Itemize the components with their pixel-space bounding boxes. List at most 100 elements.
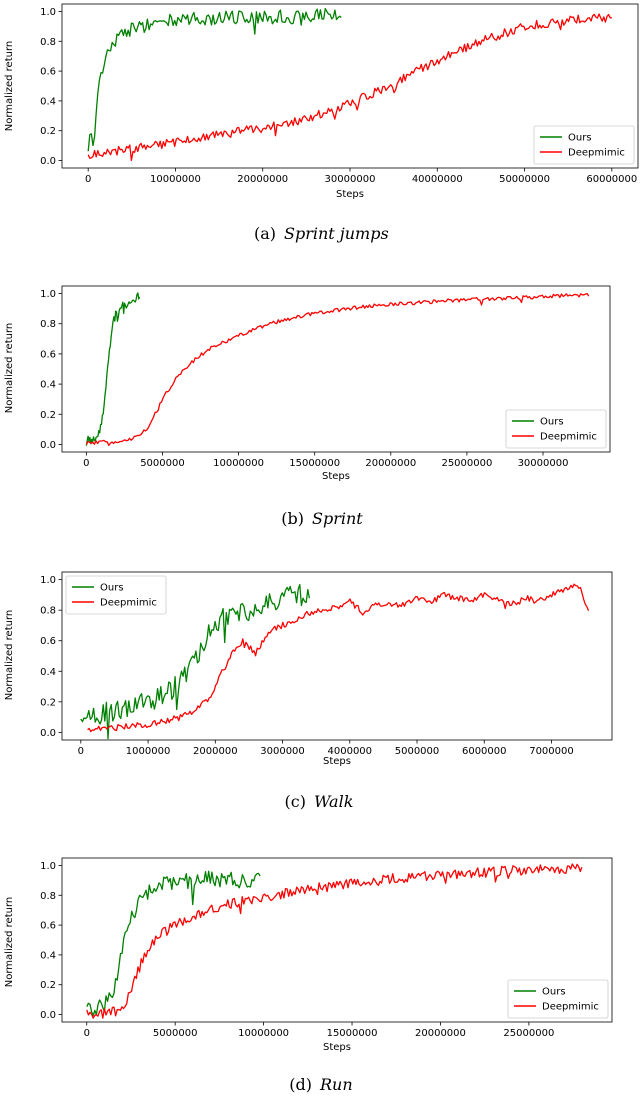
legend: Ours Deepmimic (507, 979, 609, 1019)
legend-box (533, 125, 635, 165)
x-tick-label: 60000000 (586, 174, 637, 185)
series-line-deepmimic (85, 292, 590, 447)
y-tick-label: 0.0 (40, 1010, 56, 1021)
series-line-deepmimic (87, 583, 590, 733)
x-tick-label: 30000000 (518, 458, 569, 469)
x-tick-label: 25000000 (441, 458, 492, 469)
y-tick-label: 0.6 (40, 67, 56, 78)
x-tick-label: 10000000 (150, 174, 201, 185)
y-tick-label: 0.4 (40, 96, 56, 107)
y-tick-label: 0.8 (40, 606, 56, 617)
caption-title: Sprint (312, 509, 363, 528)
y-tick-label: 0.6 (40, 636, 56, 647)
caption-title: Walk (314, 792, 353, 811)
chart-panel-sprint: Normalized return Steps (b) Sprint 0 5000… (4, 285, 611, 528)
x-tick-label: 2000000 (193, 746, 238, 757)
x-axis-label: Steps (322, 471, 350, 482)
x-axis-label: Steps (336, 189, 364, 200)
legend-entry-label: Deepmimic (542, 1002, 599, 1013)
legend-entry-label: Ours (542, 987, 566, 998)
x-tick-label: 30000000 (325, 174, 376, 185)
caption-label: (b) (281, 509, 304, 528)
legend-entry-label: Ours (568, 133, 592, 144)
caption-label: (c) (285, 792, 306, 811)
legend-entry-label: Ours (540, 417, 564, 428)
x-axis-label: Steps (323, 1042, 351, 1053)
x-tick-label: 7000000 (529, 746, 574, 757)
legend-box (505, 409, 607, 449)
plot-area-frame (61, 285, 611, 453)
x-tick-label: 25000000 (503, 1028, 554, 1039)
x-tick-label: 1000000 (126, 746, 171, 757)
chart-panel-walk: Normalized return Steps (c) Walk 0 100000… (4, 571, 613, 811)
y-tick-label: 1.0 (40, 861, 56, 872)
caption-label: (d) (289, 1075, 312, 1094)
x-tick-label: 4000000 (328, 746, 373, 757)
x-tick-label: 5000000 (140, 458, 185, 469)
y-axis-label: Normalized return (4, 41, 15, 131)
x-axis-label: Steps (323, 756, 351, 767)
series-line-deepmimic (87, 13, 612, 162)
y-tick-label: 0.2 (40, 126, 56, 137)
x-tick-label: 6000000 (462, 746, 507, 757)
x-tick-label: 20000000 (237, 174, 288, 185)
y-tick-label: 0.6 (40, 921, 56, 932)
legend: Ours Deepmimic (65, 575, 167, 615)
x-tick-label: 15000000 (327, 1028, 378, 1039)
y-tick-label: 0.0 (40, 728, 56, 739)
series-line-ours (87, 7, 342, 152)
y-tick-label: 0.0 (40, 440, 56, 451)
plot-area-frame (61, 571, 613, 741)
y-tick-label: 1.0 (40, 7, 56, 18)
x-tick-label: 40000000 (412, 174, 463, 185)
x-tick-label: 20000000 (365, 458, 416, 469)
legend-box (507, 979, 609, 1019)
x-tick-label: 5000000 (395, 746, 440, 757)
x-tick-label: 15000000 (289, 458, 340, 469)
y-tick-label: 1.0 (40, 575, 56, 586)
caption-label: (a) (254, 224, 276, 243)
x-tick-label: 50000000 (499, 174, 550, 185)
x-tick-label: 10000000 (238, 1028, 289, 1039)
y-tick-label: 0.6 (40, 349, 56, 360)
y-tick-label: 0.2 (40, 410, 56, 421)
series-line-ours (80, 583, 311, 740)
x-tick-label: 0 (85, 174, 91, 185)
y-tick-label: 0.4 (40, 950, 56, 961)
x-tick-label: 3000000 (260, 746, 305, 757)
legend: Ours Deepmimic (505, 409, 607, 449)
y-tick-label: 0.4 (40, 380, 56, 391)
y-tick-label: 0.8 (40, 37, 56, 48)
y-axis-label: Normalized return (4, 323, 15, 413)
chart-panel-run: Normalized return Steps (d) Run 0 5000000… (4, 857, 613, 1094)
plot-area-frame (61, 857, 613, 1023)
y-tick-label: 0.2 (40, 980, 56, 991)
y-tick-label: 0.8 (40, 319, 56, 330)
legend-entry-label: Deepmimic (568, 148, 625, 159)
chart-panel-sprint-jumps: Normalized return Steps (a) Sprint jumps… (4, 3, 639, 243)
series-line-ours (86, 870, 261, 1017)
x-tick-label: 0 (83, 458, 89, 469)
legend-entry-label: Ours (100, 583, 124, 594)
y-tick-label: 0.4 (40, 667, 56, 678)
caption-title: Sprint jumps (284, 224, 389, 243)
y-axis-label: Normalized return (4, 610, 15, 700)
series-line-deepmimic (86, 863, 583, 1019)
caption-title: Run (319, 1075, 353, 1094)
legend: Ours Deepmimic (533, 125, 635, 165)
x-tick-label: 0 (78, 746, 84, 757)
x-tick-label: 10000000 (213, 458, 264, 469)
x-tick-label: 20000000 (415, 1028, 466, 1039)
x-tick-label: 0 (84, 1028, 90, 1039)
x-tick-label: 5000000 (153, 1028, 198, 1039)
y-tick-label: 0.0 (40, 156, 56, 167)
legend-entry-label: Deepmimic (540, 432, 597, 443)
legend-entry-label: Deepmimic (100, 598, 157, 609)
y-tick-label: 1.0 (40, 289, 56, 300)
y-axis-label: Normalized return (4, 897, 15, 987)
y-tick-label: 0.2 (40, 697, 56, 708)
legend-box (65, 575, 167, 615)
series-line-ours (85, 292, 141, 446)
y-tick-label: 0.8 (40, 891, 56, 902)
